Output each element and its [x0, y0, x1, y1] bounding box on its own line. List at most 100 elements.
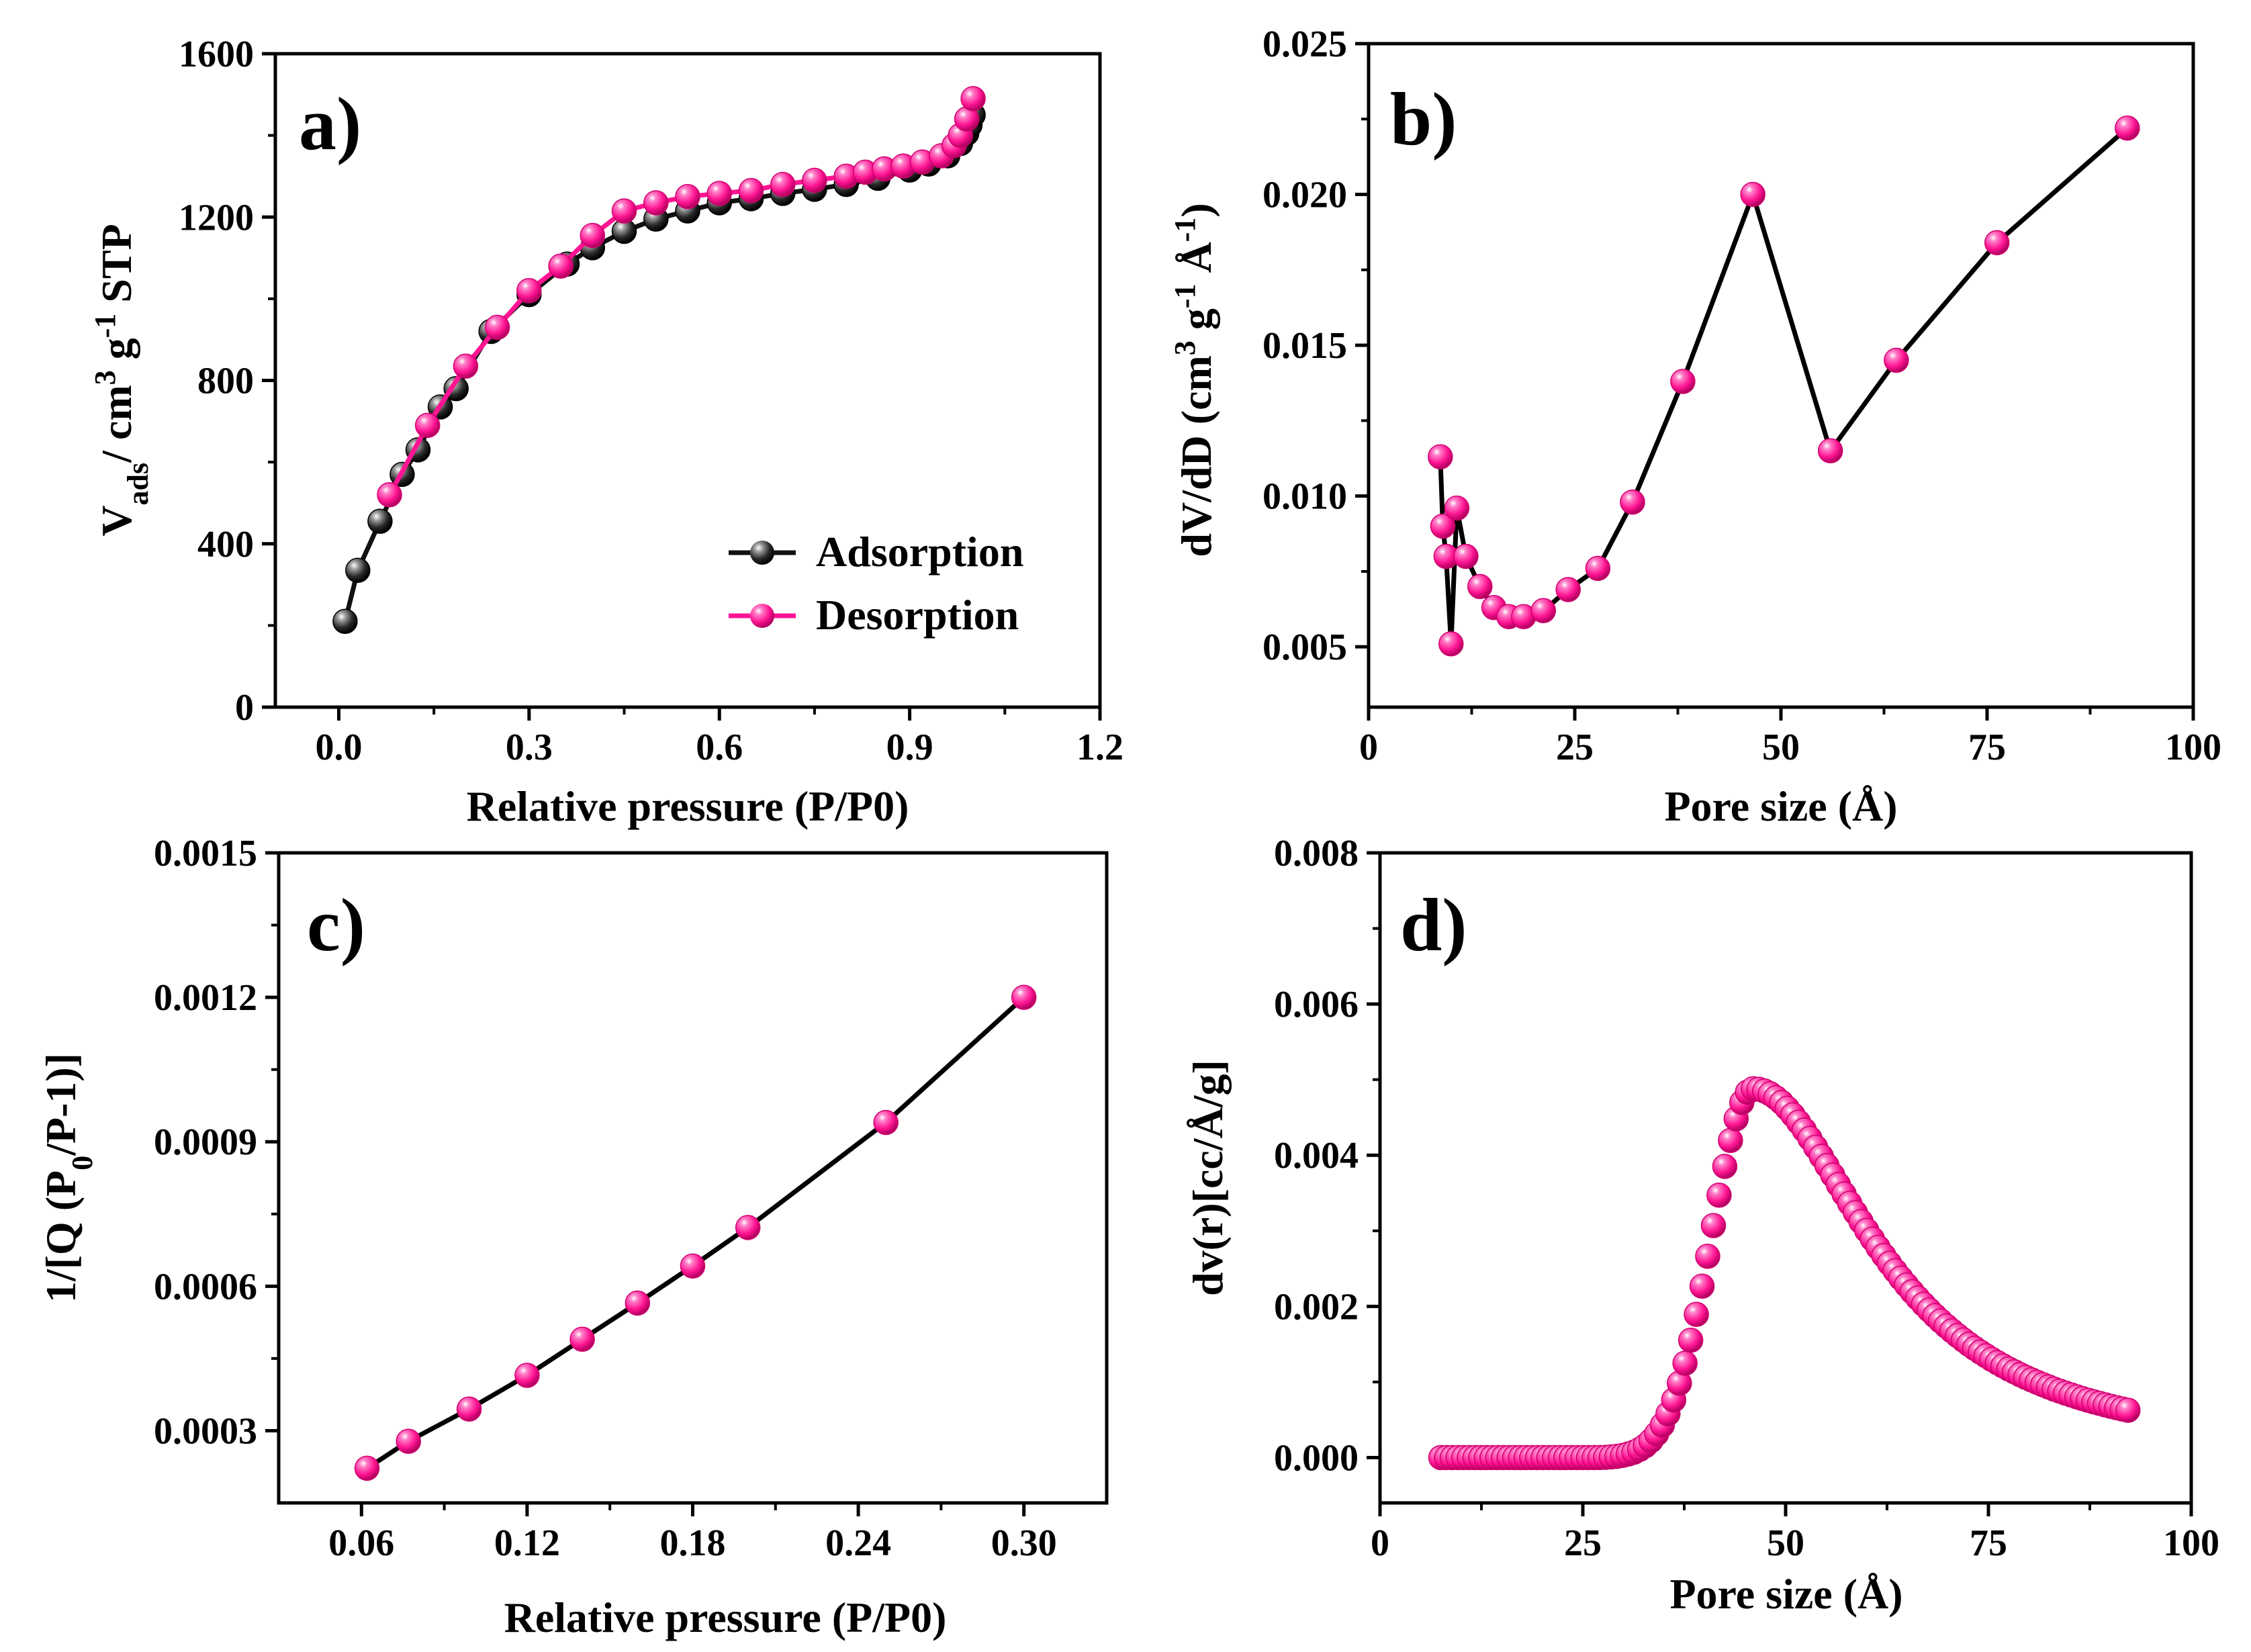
panel-c-chart: 0.06 0.12 0.18 0.24 0.30 0.0003 0.0006 0.0009 0.…	[37, 833, 1109, 1641]
y-tick-label: 800	[197, 361, 254, 402]
data-point	[1430, 513, 1456, 539]
data-point	[414, 412, 441, 439]
data-point	[396, 1428, 421, 1454]
panel-a-x-axis-title: Relative pressure (P/P0)	[467, 782, 909, 830]
y-tick-label: 0	[235, 687, 254, 729]
x-tick-label: 0.9	[886, 727, 933, 768]
y-tick-label: 0.0012	[154, 977, 257, 1019]
data-point	[738, 177, 764, 203]
y-tick-label: 0.002	[1274, 1286, 1359, 1328]
y-axis-title-part: V	[93, 505, 140, 536]
data-point	[960, 86, 986, 111]
data-point	[516, 277, 542, 304]
panel-d-label: d)	[1400, 884, 1467, 967]
y-axis-title-part: 3	[1168, 340, 1201, 355]
series-line	[365, 995, 1026, 1471]
y-tick-label: 0.000	[1274, 1437, 1359, 1479]
y-tick-label: 1600	[179, 34, 254, 75]
panel-d-ticks: 0 25 50 75 100 0.000 0.002 0.004 0.006 0.008	[1274, 833, 2219, 1564]
y-axis-title-part: 1/[Q (P	[37, 1171, 85, 1303]
data-point	[377, 482, 402, 508]
data-point	[1672, 1350, 1698, 1376]
x-tick-label: 50	[1767, 1522, 1804, 1564]
x-tick-label: 100	[2165, 727, 2221, 768]
data-point	[514, 1363, 540, 1388]
data-point	[675, 184, 700, 210]
y-axis-title-part: 3	[89, 370, 122, 385]
y-tick-label: 0.005	[1262, 627, 1347, 668]
y-tick-label: 0.0009	[154, 1121, 257, 1163]
data-point	[569, 1326, 595, 1352]
data-point	[1453, 543, 1479, 569]
data-point	[770, 171, 796, 197]
y-tick-label: 0.015	[1262, 325, 1347, 367]
data-point	[1984, 230, 2010, 256]
x-tick-label: 75	[1970, 1522, 2007, 1564]
x-tick-label: 75	[1968, 727, 2006, 768]
x-tick-label: 0.6	[696, 727, 743, 768]
y-tick-label: 0.025	[1262, 24, 1347, 65]
data-point	[643, 190, 669, 216]
x-tick-label: 0	[1371, 1522, 1389, 1564]
panel-a-chart: 0.0 0.3 0.6 0.9 1.2 0 400 800 1200 1600 a) Relati…	[89, 34, 1124, 830]
panel-c-ticks: 0.06 0.12 0.18 0.24 0.30 0.0003 0.0006 0.0009 0.…	[154, 833, 1057, 1564]
data-point	[2115, 1397, 2141, 1423]
panel-a-label: a)	[299, 83, 361, 166]
x-tick-label: 25	[1564, 1522, 1602, 1564]
panel-a-y-axis-title: Vads/ cm3 g-1 STP	[89, 224, 154, 536]
y-axis-title-part: /P-1)]	[37, 1053, 85, 1156]
series-line	[1438, 126, 2129, 647]
x-tick-label: 25	[1556, 727, 1594, 768]
panel-b-y-axis-title: dV/dD (cm3 g-1 Å-1)	[1168, 203, 1221, 557]
y-axis-title-part: ads	[122, 463, 154, 506]
panel-d-series	[1428, 1076, 2141, 1471]
y-axis-title-part: g	[1173, 308, 1220, 340]
y-tick-label: 0.004	[1274, 1135, 1359, 1177]
legend-desorption-marker	[750, 604, 774, 628]
legend-desorption-label: Desorption	[816, 591, 1019, 639]
data-point	[873, 1109, 899, 1136]
y-tick-label: 0.008	[1274, 833, 1359, 874]
x-tick-label: 0.18	[660, 1522, 726, 1564]
x-tick-label: 0.12	[494, 1522, 560, 1564]
data-point	[332, 608, 358, 635]
data-point	[706, 181, 732, 206]
y-tick-label: 0.006	[1274, 984, 1359, 1025]
data-point	[1740, 181, 1765, 208]
y-tick-label: 1200	[179, 197, 254, 238]
y-axis-title-part: Å	[1173, 242, 1220, 283]
data-point	[1585, 555, 1611, 582]
y-axis-title-part: dV/dD (cm	[1173, 355, 1220, 557]
panel-b-chart: 0 25 50 75 100 0.005 0.010 0.015 0.020 0.025 b) P…	[1168, 24, 2222, 830]
x-tick-label: 1.2	[1076, 727, 1123, 768]
panel-a-ticks: 0.0 0.3 0.6 0.9 1.2 0 400 800 1200 1600	[179, 34, 1123, 768]
data-point	[1884, 347, 1909, 373]
data-point	[548, 253, 573, 279]
panel-b-label: b)	[1390, 78, 1457, 161]
panel-a-series	[332, 86, 986, 635]
y-tick-label: 400	[197, 524, 254, 565]
panel-b-x-axis-title: Pore size (Å)	[1664, 782, 1897, 830]
data-point	[1700, 1213, 1727, 1238]
legend-adsorption-marker	[750, 541, 774, 565]
y-axis-title-part: -1	[89, 314, 122, 338]
y-axis-title-part: dv(r)[cc/Å/g]	[1184, 1060, 1232, 1296]
data-point	[1011, 984, 1037, 1010]
data-point	[456, 1396, 482, 1422]
y-axis-title-part: )	[1173, 203, 1220, 217]
data-point	[1620, 489, 1645, 515]
y-axis-title-part: / cm	[93, 385, 140, 463]
data-point	[1695, 1243, 1720, 1269]
data-point	[453, 353, 479, 379]
data-point	[1817, 438, 1843, 464]
x-tick-label: 50	[1762, 727, 1800, 768]
data-point	[1712, 1154, 1738, 1179]
data-point	[1555, 577, 1581, 602]
data-point	[1706, 1183, 1732, 1208]
y-tick-label: 0.0015	[154, 833, 257, 874]
panel-a-legend: Adsorption Desorption	[729, 528, 1023, 639]
x-tick-label: 0.24	[825, 1522, 891, 1564]
panel-c-series	[354, 984, 1037, 1481]
data-point	[1444, 495, 1470, 521]
